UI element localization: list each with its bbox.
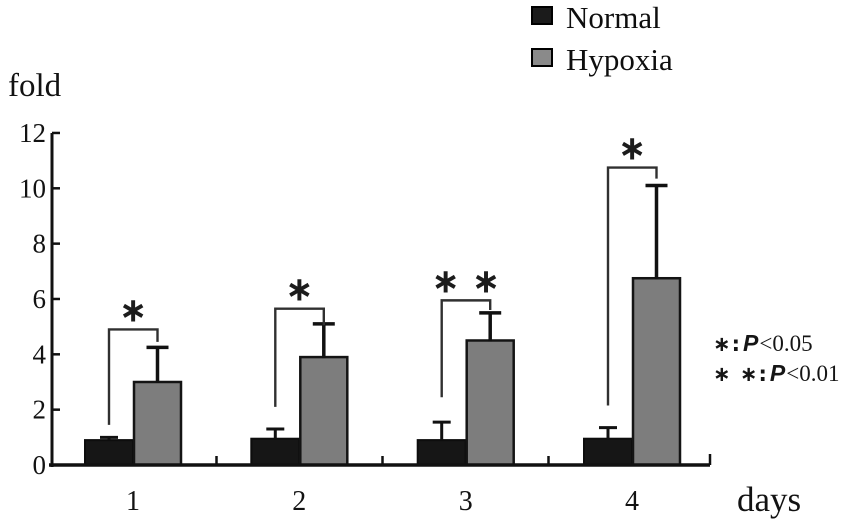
significance-stars: ∗: [618, 129, 647, 169]
p-value-note-1: ∗:P<0.05: [713, 329, 839, 359]
bar-normal: [583, 437, 633, 466]
p-threshold: <0.01: [786, 361, 840, 386]
p-symbol: P: [769, 360, 786, 386]
y-tick-label: 12: [19, 118, 46, 148]
significance-bracket: [107, 328, 159, 425]
legend-item-hypoxia: Hypoxia: [531, 43, 673, 76]
y-axis-label: fold: [8, 68, 62, 104]
significance-bracket: [606, 166, 658, 406]
legend-swatch-normal: [531, 6, 553, 25]
bar-hypoxia: [299, 355, 349, 467]
bar-hypoxia: [132, 380, 183, 467]
y-tick-label: 2: [33, 395, 47, 425]
legend-label-hypoxia: Hypoxia: [566, 42, 673, 77]
bar-hypoxia: [631, 276, 682, 467]
y-tick-label: 6: [33, 284, 47, 314]
x-category-label: 3: [459, 486, 473, 517]
x-category-label: 1: [126, 486, 140, 517]
significance-stars: ∗: [285, 270, 314, 310]
p-value-notes: ∗:P<0.05 ∗ ∗:P<0.01: [713, 329, 839, 389]
legend-item-normal: Normal: [531, 1, 673, 34]
asterisk-symbol: ∗ ∗:: [713, 362, 768, 386]
y-tick-label: 0: [33, 450, 47, 480]
y-tick-label: 10: [19, 173, 46, 203]
x-category-label: 4: [625, 486, 639, 517]
p-threshold: <0.05: [759, 331, 813, 356]
significance-bracket: [274, 307, 325, 407]
p-value-note-2: ∗ ∗:P<0.01: [713, 359, 839, 389]
y-tick-label: 4: [33, 339, 47, 369]
p-symbol: P: [743, 330, 759, 356]
bar-normal: [84, 439, 134, 466]
significance-stars: ∗: [119, 290, 148, 330]
x-category-label: 2: [292, 486, 306, 517]
bar-hypoxia: [465, 339, 515, 467]
legend-swatch-hypoxia: [531, 48, 553, 67]
asterisk-symbol: ∗:: [713, 332, 741, 356]
bar-normal: [250, 437, 301, 466]
legend-label-normal: Normal: [566, 0, 661, 35]
bar-normal: [416, 439, 467, 466]
significance-bracket: [440, 299, 492, 398]
legend: Normal Hypoxia: [531, 1, 673, 76]
y-tick-label: 8: [33, 229, 47, 259]
significance-stars: ∗ ∗: [432, 261, 501, 301]
x-axis-label: days: [737, 480, 802, 519]
